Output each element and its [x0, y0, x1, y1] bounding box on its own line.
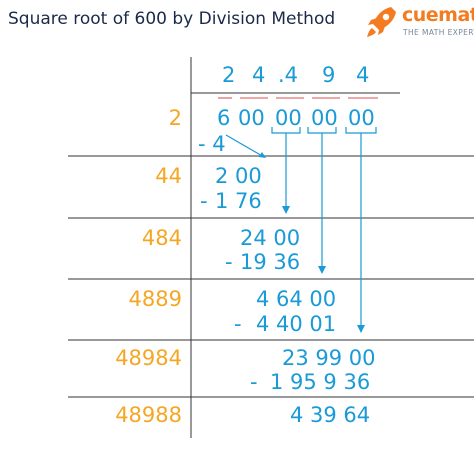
- minus-sign: -: [250, 370, 258, 394]
- dividend-pair: 00: [275, 106, 302, 130]
- remainder: 4 39 64: [290, 403, 370, 427]
- arrow-head-icon: [259, 152, 266, 158]
- dividend: 6 00 00 00 00: [217, 106, 375, 130]
- quotient-digit: 4: [252, 63, 265, 87]
- minus-sign: -: [225, 250, 233, 274]
- quotient-digit: 9: [322, 63, 335, 87]
- cuemath-logo: cuemath THE MATH EXPERT: [362, 3, 474, 43]
- dividend-digit: 6: [217, 106, 230, 130]
- remainder: 2 00: [215, 164, 262, 188]
- remainder: 4 64 00: [256, 287, 336, 311]
- subtract-value: 19 36: [240, 250, 300, 274]
- remainder-rows: 2 00 24 00 4 64 00 23 99 00 4 39 64: [215, 164, 376, 427]
- divisor-column: 2 44 484 4889 48984 48988: [115, 106, 182, 427]
- quotient-digit: 4: [356, 63, 369, 87]
- quotient: 2 4 .4 9 4: [222, 63, 369, 87]
- minus-sign: -: [234, 312, 242, 336]
- divisor: 2: [169, 106, 182, 130]
- remainder: 24 00: [240, 226, 300, 250]
- logo-tagline: THE MATH EXPERT: [403, 28, 474, 37]
- arrow-head-icon: [282, 206, 290, 214]
- arrow-heads: [259, 152, 365, 333]
- page-title: Square root of 600 by Division Method: [8, 9, 336, 29]
- dividend-pair: 00: [238, 106, 265, 130]
- subtract-value: - 4: [198, 132, 226, 156]
- remainder: 23 99 00: [282, 346, 376, 370]
- rocket-icon: [367, 7, 396, 37]
- dividend-pair: 00: [311, 106, 338, 130]
- divisor: 4889: [129, 287, 182, 311]
- quotient-digit: 2: [222, 63, 235, 87]
- subtract-value: 1 76: [215, 189, 262, 213]
- arrow-head-icon: [318, 266, 326, 274]
- quotient-digit: .4: [278, 63, 298, 87]
- divisor: 44: [155, 164, 182, 188]
- subtract-value: 4 40 01: [256, 312, 336, 336]
- arrow-head-icon: [357, 325, 365, 333]
- subtraction-rows: - 4 - 1 76 - 19 36 - 4 40 01 - 1 95 9 36: [198, 132, 370, 394]
- divisor: 48988: [115, 403, 182, 427]
- logo-wordmark: cuemath: [402, 4, 474, 26]
- minus-sign: -: [200, 189, 208, 213]
- dividend-pair: 00: [348, 106, 375, 130]
- divisor: 484: [142, 226, 182, 250]
- subtract-value: 1 95 9 36: [270, 370, 370, 394]
- divisor: 48984: [115, 346, 182, 370]
- bring-down-arrows: [225, 133, 362, 327]
